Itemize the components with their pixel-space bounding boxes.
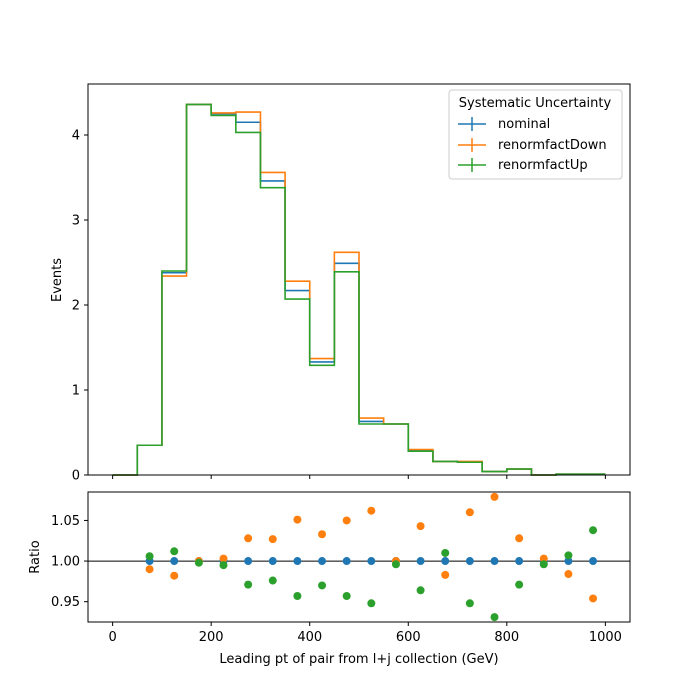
- histogram-y-tick-label: 0: [72, 469, 80, 484]
- ratio-point-renormfactup-14: [490, 613, 499, 622]
- ratio-point-nominal-6: [293, 557, 302, 566]
- ratio-point-renormfactup-9: [367, 599, 376, 608]
- ratio-point-nominal-7: [318, 557, 327, 566]
- ratio-y-axis-label: Ratio: [28, 540, 43, 573]
- ratio-point-renormfactup-0: [145, 552, 154, 561]
- histogram-frame: [87, 83, 631, 476]
- ratio-y-tick-label: 0.95: [51, 595, 80, 610]
- ratio-point-renormfactup-12: [441, 548, 450, 557]
- x-tick-label: 1000: [589, 630, 622, 645]
- ratio-point-renormfactdown-5: [268, 535, 277, 544]
- legend-entry-renormfactdown: renormfactDown: [458, 138, 607, 153]
- x-tick-label: 800: [494, 630, 519, 645]
- ratio-point-renormfactup-3: [219, 561, 228, 570]
- ratio-panel: 0 200 400 600 800 1000 0.95 1.00 1.05 Ratio Lea…: [28, 491, 631, 667]
- legend-title: Systematic Uncertainty: [459, 96, 612, 111]
- legend-entry-renormfactup: renormfactUp: [458, 158, 588, 173]
- ratio-y-tick-label: 1.00: [51, 555, 80, 570]
- ratio-point-nominal-5: [268, 557, 277, 566]
- legend: Systematic Uncertainty nominal renormfac…: [448, 89, 623, 180]
- ratio-frame: [87, 491, 631, 623]
- ratio-point-nominal-8: [342, 557, 351, 566]
- ratio-point-nominal-12: [441, 557, 450, 566]
- ratio-point-renormfactup-15: [515, 580, 524, 589]
- ratio-point-renormfactdown-13: [465, 508, 474, 517]
- ratio-point-renormfactdown-8: [342, 516, 351, 525]
- ratio-point-renormfactup-7: [318, 581, 327, 590]
- ratio-point-nominal-9: [367, 557, 376, 566]
- legend-label-renormfactdown: renormfactDown: [498, 138, 607, 153]
- ratio-point-nominal-15: [515, 557, 524, 566]
- ratio-point-renormfactdown-4: [244, 534, 253, 543]
- ratio-point-renormfactup-6: [293, 592, 302, 600]
- ratio-point-renormfactdown-14: [490, 492, 499, 501]
- ratio-point-renormfactup-2: [194, 558, 203, 567]
- ratio-point-nominal-14: [490, 557, 499, 566]
- ratio-point-renormfactdown-9: [367, 506, 376, 515]
- legend-label-renormfactup: renormfactUp: [498, 158, 588, 173]
- ratio-point-renormfactdown-0: [145, 565, 154, 574]
- step-line-renormfactup: [112, 103, 606, 476]
- ratio-point-renormfactdown-12: [441, 570, 450, 579]
- ratio-point-renormfactdown-3: [219, 554, 228, 563]
- ratio-point-nominal-1: [170, 557, 179, 566]
- histogram-y-tick-label: 2: [72, 299, 80, 314]
- histogram-series-group: [112, 103, 606, 476]
- ratio-point-renormfactdown-11: [416, 522, 425, 531]
- ratio-point-renormfactup-8: [342, 592, 351, 600]
- legend-entry-nominal: nominal: [458, 117, 550, 132]
- ratio-point-nominal-13: [465, 557, 474, 566]
- ratio-point-renormfactup-11: [416, 586, 425, 595]
- ratio-point-renormfactdown-7: [318, 530, 327, 539]
- ratio-series-group: [145, 492, 598, 622]
- ratio-y-ticks: 0.95 1.00 1.05: [51, 514, 88, 610]
- histogram-y-tick-label: 1: [72, 384, 80, 399]
- ratio-point-nominal-11: [416, 557, 425, 566]
- ratio-point-renormfactup-18: [589, 526, 598, 535]
- x-tick-label: 600: [396, 630, 421, 645]
- ratio-point-renormfactdown-1: [170, 571, 179, 580]
- histogram-y-tick-label: 3: [72, 214, 80, 229]
- ratio-point-renormfactup-16: [539, 560, 548, 569]
- ratio-series-renormfactup: [145, 526, 598, 622]
- histogram-panel: 0 1 2 3 4 Events Systematic Uncertainty nomi…: [50, 83, 631, 484]
- ratio-point-nominal-17: [564, 557, 573, 566]
- histogram-x-ticks: [112, 475, 606, 479]
- ratio-point-renormfactdown-17: [564, 570, 573, 579]
- ratio-x-ticks: 0 200 400 600 800 1000: [108, 622, 622, 645]
- legend-label-nominal: nominal: [498, 117, 550, 132]
- histogram-y-axis-label: Events: [50, 258, 65, 302]
- ratio-point-renormfactdown-6: [293, 515, 302, 524]
- legend-box: [448, 89, 623, 180]
- ratio-point-nominal-4: [244, 557, 253, 566]
- ratio-y-tick-label: 1.05: [51, 514, 80, 529]
- ratio-point-renormfactup-1: [170, 547, 179, 556]
- ratio-point-renormfactup-4: [244, 580, 253, 589]
- ratio-point-nominal-18: [589, 557, 598, 566]
- series-renormfactup: [112, 103, 606, 476]
- ratio-point-renormfactdown-15: [515, 534, 524, 543]
- ratio-point-renormfactdown-18: [589, 594, 598, 603]
- histogram-y-tick-label: 4: [72, 129, 80, 144]
- ratio-point-renormfactup-13: [465, 599, 474, 608]
- ratio-point-renormfactdown-16: [539, 554, 548, 563]
- ratio-point-renormfactup-10: [391, 560, 400, 569]
- x-tick-label: 200: [199, 630, 224, 645]
- ratio-point-renormfactup-17: [564, 551, 573, 560]
- x-tick-label: 400: [297, 630, 322, 645]
- x-axis-label: Leading pt of pair from l+j collection (…: [219, 652, 498, 667]
- ratio-point-renormfactup-5: [268, 576, 277, 585]
- x-tick-label: 0: [108, 630, 116, 645]
- histogram-y-ticks: 0 1 2 3 4: [72, 129, 88, 484]
